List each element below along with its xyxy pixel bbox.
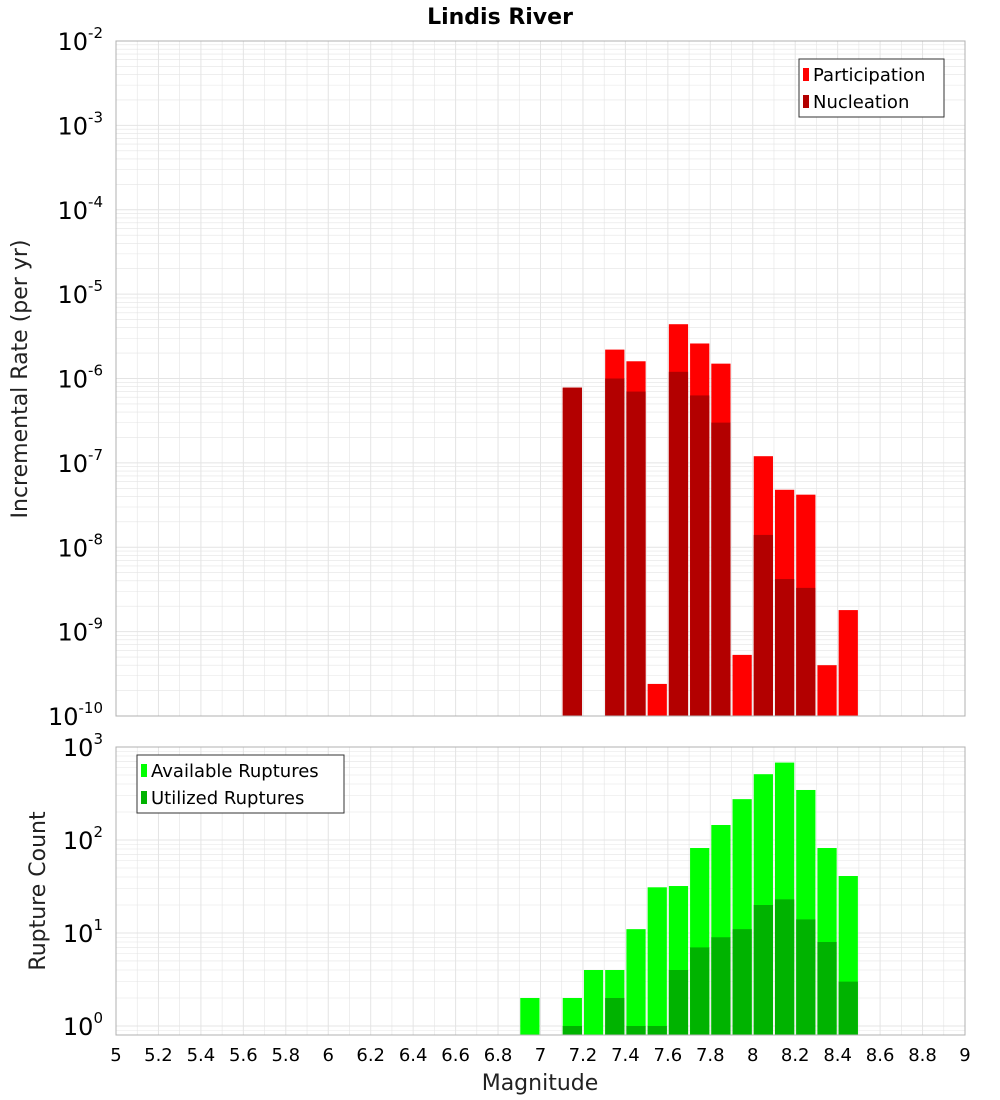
rate-bar-participation — [647, 683, 667, 716]
x-tick-label: 6.4 — [399, 1045, 428, 1066]
x-tick-label: 6 — [323, 1045, 334, 1066]
rate-legend-label-participation: Participation — [813, 65, 925, 86]
rate-y-tick-label: 10-8 — [57, 530, 103, 562]
x-axis: 5 5.2 5.4 5.6 5.8 6 6.2 6.4 6.6 6.8 7 7.2 7.4 7.6 7.8 8… — [110, 1045, 970, 1066]
count-bar-utilized — [647, 1025, 667, 1035]
y-axis-label-count: Rupture Count — [26, 811, 51, 971]
rate-y-tick-label: 10-7 — [57, 446, 103, 478]
count-y-tick-label: 100 — [63, 1009, 103, 1041]
rate-bar-nucleation — [626, 391, 646, 716]
count-bar-utilized — [690, 947, 710, 1035]
count-bar-available — [626, 929, 646, 1035]
x-tick-label: 9 — [959, 1045, 970, 1066]
count-frame — [115, 746, 966, 1036]
count-bar-utilized — [732, 929, 752, 1035]
x-tick-label: 8.2 — [781, 1045, 810, 1066]
rate-bar-nucleation — [668, 371, 689, 716]
rate-y-tick-label: 10-5 — [57, 277, 103, 309]
rate-legend-label-nucleation: Nucleation — [813, 92, 909, 113]
count-bar-utilized — [626, 1025, 646, 1035]
x-tick-label: 8.4 — [823, 1045, 852, 1066]
x-tick-label: 7.4 — [611, 1045, 640, 1066]
rate-bar-nucleation — [562, 387, 582, 716]
rate-bar-nucleation — [753, 534, 773, 716]
rate-legend-swatch-participation — [803, 68, 809, 81]
count-bar-utilized — [838, 981, 858, 1035]
count-bar-utilized — [774, 899, 795, 1035]
rate-bar-nucleation — [711, 422, 731, 716]
count-legend-label-available: Available Ruptures — [151, 761, 319, 782]
rate-y-tick-label: 10-9 — [57, 615, 103, 647]
count-panel: 100 101 102 103 Available Ruptures Utilized R… — [63, 730, 966, 1041]
rate-bar-nucleation — [690, 395, 710, 716]
count-series-1 — [562, 899, 858, 1035]
x-tick-label: 8.6 — [866, 1045, 895, 1066]
rate-legend-box — [798, 58, 945, 118]
rate-legend: Participation Nucleation — [798, 58, 945, 118]
x-tick-label: 6.6 — [441, 1045, 470, 1066]
count-bar-available — [647, 887, 667, 1035]
count-bar-available — [583, 969, 604, 1035]
count-bar-utilized — [796, 919, 816, 1035]
count-y-tick-label: 103 — [63, 730, 103, 762]
rate-frame — [115, 40, 966, 717]
x-axis-label: Magnitude — [482, 1071, 599, 1096]
count-bar-available — [562, 997, 582, 1035]
x-tick-label: 7.8 — [696, 1045, 725, 1066]
rate-bar-participation — [838, 610, 858, 716]
x-tick-label: 5.8 — [271, 1045, 300, 1066]
count-y-tick-label: 101 — [63, 916, 103, 948]
count-legend-label-utilized: Utilized Ruptures — [151, 788, 304, 809]
rate-grid — [115, 41, 966, 717]
x-tick-label: 8.8 — [908, 1045, 937, 1066]
count-bar-utilized — [753, 904, 773, 1035]
x-tick-label: 5.6 — [229, 1045, 258, 1066]
count-legend: Available Ruptures Utilized Ruptures — [136, 754, 345, 814]
rate-series-1 — [562, 371, 816, 716]
rate-bar-nucleation — [605, 378, 625, 716]
rate-legend-swatch-nucleation — [803, 95, 809, 108]
count-bar-utilized — [817, 942, 837, 1035]
rate-bar-nucleation — [774, 579, 795, 716]
x-tick-label: 7.2 — [569, 1045, 598, 1066]
count-legend-box — [136, 754, 345, 814]
x-tick-label: 6.2 — [356, 1045, 385, 1066]
rate-panel: 10-10 10-9 10-8 10-7 10-6 10-5 10-4 10-3 10-2 Par… — [48, 24, 966, 731]
x-tick-label: 7.6 — [654, 1045, 683, 1066]
count-y-tick-label: 102 — [63, 823, 103, 855]
rate-bar-participation — [817, 665, 837, 716]
rate-bar-nucleation — [796, 587, 816, 716]
rate-bar-participation — [732, 654, 752, 716]
rate-y-tick-label: 10-2 — [57, 24, 103, 56]
count-legend-swatch-utilized — [141, 791, 147, 804]
count-bar-available — [520, 997, 540, 1035]
rate-y-tick-label: 10-4 — [57, 193, 103, 225]
chart-title: Lindis River — [427, 5, 573, 30]
x-tick-label: 8 — [747, 1045, 758, 1066]
x-tick-label: 5.2 — [144, 1045, 173, 1066]
count-bar-utilized — [711, 937, 731, 1035]
count-bar-utilized — [668, 969, 689, 1035]
rate-y-tick-label: 10-3 — [57, 108, 103, 140]
count-legend-swatch-available — [141, 764, 147, 777]
count-bar-utilized — [562, 1025, 582, 1035]
x-tick-label: 5.4 — [187, 1045, 216, 1066]
y-axis-label-rate: Incremental Rate (per yr) — [8, 240, 33, 519]
x-tick-label: 7 — [535, 1045, 546, 1066]
rate-y-tick-label: 10-6 — [57, 362, 103, 394]
x-tick-label: 5 — [110, 1045, 121, 1066]
rate-y-tick-label: 10-10 — [48, 699, 103, 731]
x-tick-label: 6.8 — [484, 1045, 513, 1066]
count-bar-utilized — [605, 997, 625, 1035]
